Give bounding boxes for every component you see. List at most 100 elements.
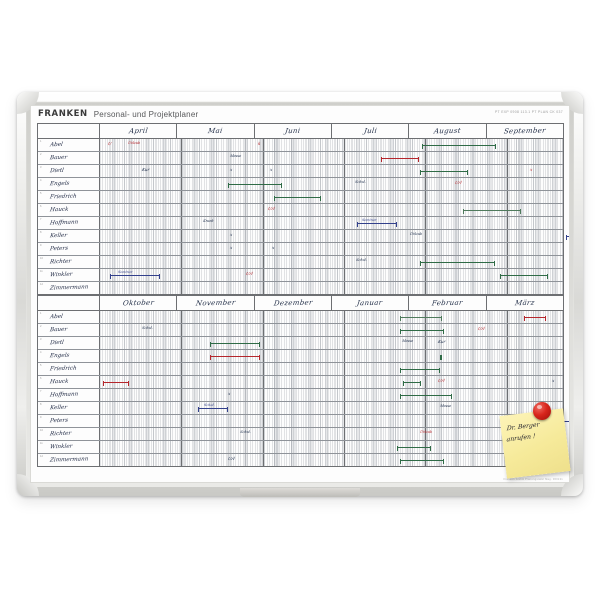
- person-name-cell[interactable]: 12 Zimmermann: [38, 454, 100, 466]
- day-grid-cells[interactable]: Schul.: [100, 256, 569, 268]
- gantt-bar[interactable]: [463, 208, 521, 214]
- person-name-cell[interactable]: 2 Bauer: [38, 324, 100, 336]
- planner-row[interactable]: 11 Winkler Seminar Url: [38, 269, 569, 282]
- planner-row[interactable]: 10 Richter Schul. Urlaub: [38, 428, 569, 441]
- day-grid-cells[interactable]: Kur x x x: [100, 165, 569, 177]
- person-name-cell[interactable]: 8 Keller: [38, 402, 100, 414]
- person-name-cell[interactable]: 1 Abel: [38, 311, 100, 323]
- day-grid-cells[interactable]: Schul. Url: [100, 178, 569, 190]
- planner-row[interactable]: 6 Hauck UrlSeminar: [38, 204, 569, 217]
- person-name-cell[interactable]: 7 Hoffmann: [38, 217, 100, 229]
- planner-row[interactable]: 4 Engels Schul. Url: [38, 178, 569, 191]
- gantt-bar[interactable]: [566, 234, 569, 240]
- month-header-cell[interactable]: Januar: [332, 296, 410, 310]
- day-grid-cells[interactable]: Schul.UrlUrlaub: [100, 324, 569, 336]
- handwritten-entry[interactable]: Url: [227, 456, 236, 461]
- person-name-cell[interactable]: 9 Peters: [38, 415, 100, 427]
- planner-row[interactable]: 4 Engels: [38, 350, 569, 363]
- person-name-cell[interactable]: 5 Friedrich: [38, 191, 100, 203]
- handwritten-entry[interactable]: Urlaub: [409, 232, 423, 236]
- handwritten-entry[interactable]: Url: [267, 206, 276, 211]
- planner-row[interactable]: 6 Hauck Urlxx: [38, 376, 569, 389]
- person-name-cell[interactable]: 5 Friedrich: [38, 363, 100, 375]
- person-name-cell[interactable]: 10 Richter: [38, 428, 100, 440]
- gantt-bar[interactable]: [440, 354, 442, 360]
- day-grid-cells[interactable]: [100, 350, 569, 362]
- day-grid-cells[interactable]: x Urlaub: [100, 230, 569, 242]
- person-name-cell[interactable]: 4 Engels: [38, 350, 100, 362]
- handwritten-entry[interactable]: Schul.: [239, 430, 252, 434]
- person-name-cell[interactable]: 7 Hoffmann: [38, 389, 100, 401]
- month-header-cell[interactable]: Februar: [409, 296, 487, 310]
- person-name-cell[interactable]: 6 Hauck: [38, 204, 100, 216]
- person-name-cell[interactable]: 12 Zimmermann: [38, 282, 100, 294]
- month-header-cell[interactable]: Oktober: [100, 296, 178, 310]
- day-grid-cells[interactable]: Url: [100, 454, 569, 466]
- gantt-bar[interactable]: [420, 260, 495, 266]
- handwritten-entry[interactable]: Url: [245, 271, 254, 276]
- person-name-cell[interactable]: 8 Keller: [38, 230, 100, 242]
- gantt-bar[interactable]: [524, 315, 546, 321]
- gantt-bar[interactable]: [110, 273, 160, 279]
- gantt-bar[interactable]: [228, 182, 282, 188]
- day-grid-cells[interactable]: [100, 282, 569, 294]
- planner-row[interactable]: 5 Friedrich Urlaub: [38, 191, 569, 204]
- planner-row[interactable]: 12 Zimmermann: [38, 282, 569, 294]
- handwritten-entry[interactable]: Messe: [401, 339, 414, 343]
- gantt-bar[interactable]: [103, 380, 129, 386]
- sticky-note[interactable]: Dr. Berger anrufen !: [499, 408, 571, 479]
- person-name-cell[interactable]: 3 Dietl: [38, 337, 100, 349]
- planner-row[interactable]: 8 Keller Schul. Messe: [38, 402, 569, 415]
- gantt-bar[interactable]: [500, 273, 548, 279]
- month-header-cell[interactable]: November: [177, 296, 255, 310]
- gantt-bar[interactable]: [210, 341, 260, 347]
- day-grid-cells[interactable]: Messe Kur: [100, 337, 569, 349]
- month-header-cell[interactable]: April: [100, 124, 178, 138]
- red-magnet-icon[interactable]: [533, 402, 551, 420]
- planner-row[interactable]: 1 Abel UUrlaubkU: [38, 139, 569, 152]
- day-grid-cells[interactable]: MesseSchul.: [100, 152, 569, 164]
- person-name-cell[interactable]: 10 Richter: [38, 256, 100, 268]
- handwritten-entry[interactable]: Url: [437, 378, 446, 383]
- planner-row[interactable]: 9 Peters xxUrlaubMesse: [38, 243, 569, 256]
- day-grid-cells[interactable]: Urlaub: [100, 191, 569, 203]
- day-grid-cells[interactable]: Krank Seminar: [100, 217, 569, 229]
- planner-row[interactable]: 3 Dietl Messe Kur: [38, 337, 569, 350]
- handwritten-entry[interactable]: Url: [477, 326, 486, 331]
- gantt-bar[interactable]: [198, 406, 228, 412]
- month-header-cell[interactable]: September: [487, 124, 563, 138]
- gantt-bar[interactable]: [274, 195, 321, 201]
- handwritten-entry[interactable]: Kur: [437, 339, 446, 344]
- handwritten-entry[interactable]: Urlaub: [419, 430, 433, 434]
- gantt-bar[interactable]: [381, 156, 419, 162]
- planner-row[interactable]: 5 Friedrich: [38, 363, 569, 376]
- gantt-bar[interactable]: [400, 458, 444, 464]
- gantt-bar[interactable]: [400, 367, 440, 373]
- month-header-cell[interactable]: August: [409, 124, 487, 138]
- handwritten-entry[interactable]: Url: [454, 180, 463, 185]
- day-grid-cells[interactable]: UUrlaubkU: [100, 139, 569, 151]
- month-header-cell[interactable]: Dezember: [255, 296, 332, 310]
- gantt-bar[interactable]: [400, 393, 452, 399]
- gantt-bar[interactable]: [400, 328, 444, 334]
- month-header-cell[interactable]: Juni: [255, 124, 332, 138]
- day-grid-cells[interactable]: [100, 363, 569, 375]
- planner-row[interactable]: 7 Hoffmann Krank Seminar: [38, 217, 569, 230]
- handwritten-entry[interactable]: Schul.: [141, 326, 154, 330]
- planner-row[interactable]: 12 Zimmermann Url: [38, 454, 569, 466]
- person-name-cell[interactable]: 4 Engels: [38, 178, 100, 190]
- planner-row[interactable]: 2 Bauer MesseSchul.: [38, 152, 569, 165]
- handwritten-entry[interactable]: Schul.: [354, 180, 367, 184]
- planner-row[interactable]: 8 Keller x Urlaub: [38, 230, 569, 243]
- gantt-bar[interactable]: [397, 445, 431, 451]
- planner-row[interactable]: 3 Dietl Kur x x x: [38, 165, 569, 178]
- day-grid-cells[interactable]: [100, 441, 569, 453]
- gantt-bar[interactable]: [403, 380, 421, 386]
- day-grid-cells[interactable]: UrlSeminar: [100, 204, 569, 216]
- planner-row[interactable]: 1 Abel Uxx: [38, 311, 569, 324]
- person-name-cell[interactable]: 9 Peters: [38, 243, 100, 255]
- handwritten-entry[interactable]: Kur: [141, 167, 150, 172]
